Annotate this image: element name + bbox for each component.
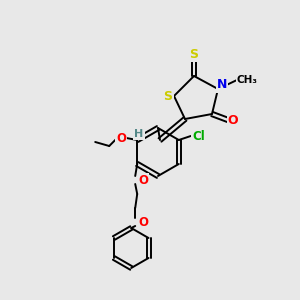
- Text: Cl: Cl: [192, 130, 205, 142]
- Text: O: O: [138, 173, 148, 187]
- Text: O: O: [228, 113, 238, 127]
- Text: O: O: [138, 215, 148, 229]
- Text: O: O: [116, 131, 126, 145]
- Text: S: S: [190, 47, 199, 61]
- Text: N: N: [217, 79, 227, 92]
- Text: S: S: [164, 89, 172, 103]
- Text: H: H: [134, 129, 144, 139]
- Text: CH₃: CH₃: [236, 75, 257, 85]
